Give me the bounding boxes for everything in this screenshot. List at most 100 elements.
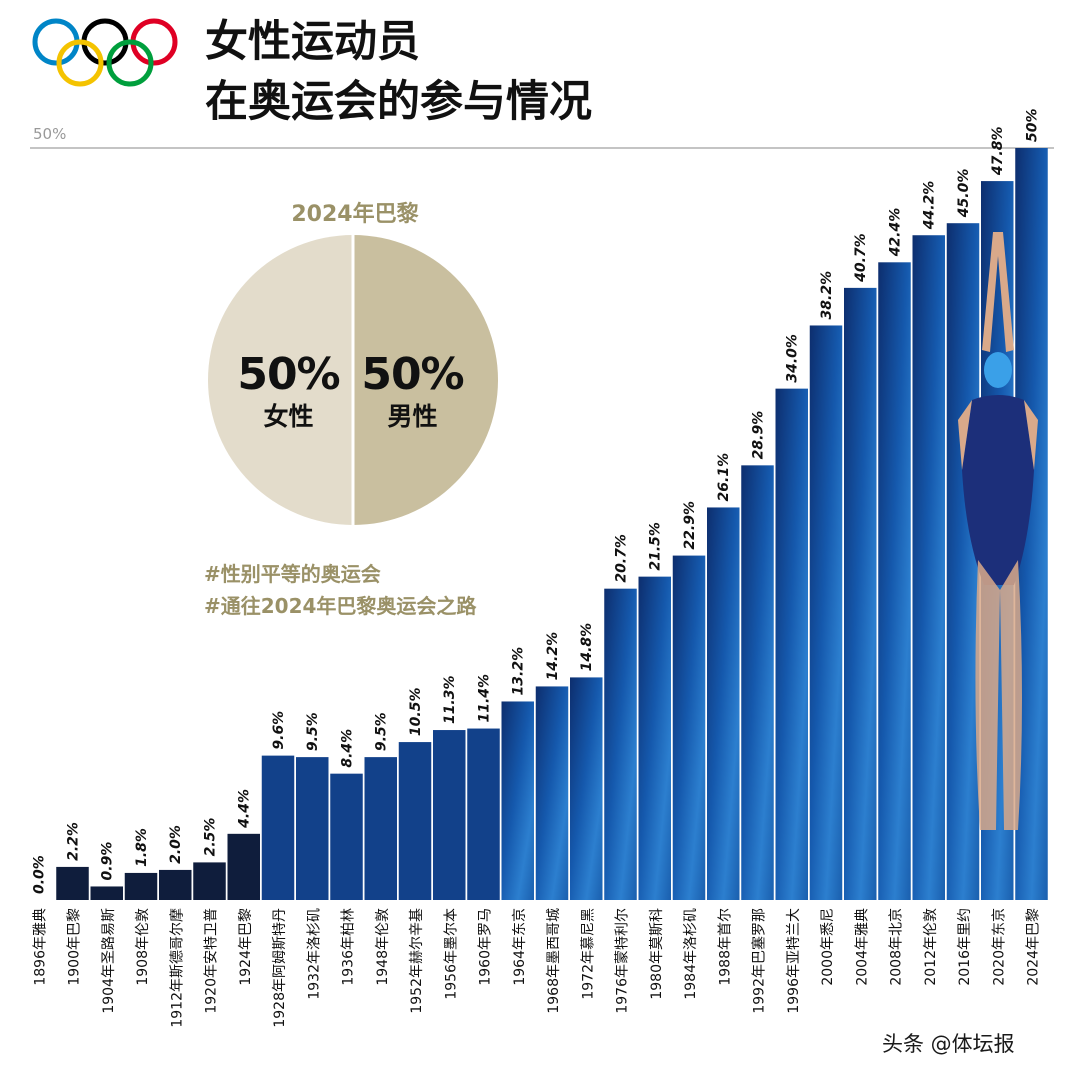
hashtag-road-to-paris[interactable]: #通往2024年巴黎奥运会之路 (204, 594, 477, 618)
value-label: 42.4% (888, 208, 904, 258)
value-label: 20.7% (614, 534, 630, 583)
category-label: 1900年巴黎 (67, 908, 83, 986)
category-label: 2012年伦敦 (923, 908, 939, 986)
category-label: 2008年北京 (889, 908, 905, 986)
bar-1952年赫尔辛基 (398, 742, 432, 900)
category-label: 1964年东京 (512, 908, 528, 986)
category-label: 2020年东京 (991, 908, 1007, 986)
green-ring (106, 39, 154, 87)
value-label: 11.4% (477, 674, 493, 723)
category-label: 2000年悉尼 (820, 908, 836, 986)
title-line-2: 在奥运会的参与情况 (205, 77, 592, 127)
category-label: 1984年洛杉矶 (683, 908, 699, 1000)
source-watermark: 头条 @体坛报 (878, 1028, 1019, 1058)
page-title: 女性运动员 在奥运会的参与情况 (205, 12, 592, 132)
value-label: 50% (1025, 108, 1041, 142)
category-label: 1920年安特卫普 (204, 908, 220, 1014)
pie-male-label: 50% 男性 (340, 350, 485, 434)
bar-1928年阿姆斯特丹 (261, 755, 295, 900)
yellow-ring (56, 39, 104, 87)
category-label: 1988年首尔 (717, 908, 733, 986)
bar-1996年亚特兰大 (775, 388, 808, 900)
value-label: 10.5% (408, 688, 424, 737)
bar-1924年巴黎 (227, 833, 260, 900)
bar-1988年首尔 (707, 507, 740, 900)
category-label: 1972年慕尼黑 (580, 908, 596, 1000)
bar-1948年伦敦 (364, 757, 397, 900)
value-label: 0.9% (100, 842, 116, 881)
hashtag-gender-equality[interactable]: #性别平等的奥运会 (204, 562, 381, 586)
category-label: 1952年赫尔辛基 (408, 908, 425, 1014)
bar-2012年伦敦 (912, 235, 945, 900)
bar-1904年圣路易斯 (90, 886, 123, 900)
bar-2016年里约 (946, 223, 980, 900)
pie-slice-female (208, 235, 353, 525)
value-label: 28.9% (751, 411, 767, 460)
category-label: 1908年伦敦 (135, 908, 151, 986)
value-label: 9.5% (305, 712, 321, 751)
bar-1932年洛杉矶 (296, 757, 329, 900)
female-percentage: 50% (237, 349, 340, 400)
pie-title: 2024年巴黎 (291, 202, 419, 227)
category-label: 1904年圣路易斯 (101, 908, 117, 1014)
value-label: 47.8% (990, 127, 1006, 177)
category-label: 1992年巴塞罗那 (751, 908, 768, 1014)
bar-1984年洛杉矶 (672, 555, 706, 900)
category-label: 1928年阿姆斯特丹 (272, 908, 288, 1028)
value-label: 22.9% (682, 501, 698, 550)
bar-1964年东京 (501, 701, 534, 900)
category-label: 1896年雅典 (32, 908, 48, 986)
bar-1912年斯德哥尔摩 (159, 869, 192, 900)
category-label: 1996年亚特兰大 (786, 908, 802, 1014)
hashtags: #性别平等的奥运会 #通往2024年巴黎奥运会之路 (204, 558, 476, 622)
value-label: 45.0% (956, 169, 972, 219)
category-label: 1948年伦敦 (375, 908, 391, 986)
male-label: 男性 (387, 402, 438, 431)
bar-2008年北京 (878, 262, 911, 901)
value-label: 21.5% (648, 522, 664, 571)
pie-female-label: 50% 女性 (216, 350, 361, 434)
category-label: 2004年雅典 (854, 908, 870, 986)
male-percentage: 50% (361, 349, 464, 400)
value-label: 14.2% (545, 632, 561, 681)
bar-1900年巴黎 (56, 866, 89, 900)
value-label: 2.2% (66, 822, 82, 861)
bar-1956年墨尔本 (433, 730, 466, 900)
bar-2004年雅典 (844, 287, 877, 900)
value-label: 26.1% (716, 453, 732, 502)
bar-1908年伦敦 (124, 872, 158, 900)
value-label: 2.5% (203, 818, 219, 857)
value-label: 0.0% (31, 855, 47, 894)
category-label: 2016年里约 (957, 908, 973, 986)
category-label: 2024年巴黎 (1026, 908, 1042, 986)
value-label: 1.8% (134, 828, 150, 867)
bar-1960年罗马 (467, 728, 500, 900)
category-label: 1924年巴黎 (238, 908, 254, 986)
bar-1976年蒙特利尔 (604, 588, 637, 900)
title-line-1: 女性运动员 (205, 17, 420, 67)
swimmer-image (958, 232, 1038, 830)
category-label: 1932年洛杉矶 (306, 908, 322, 1000)
olympic-rings-icon (32, 18, 178, 87)
category-label: 1912年斯德哥尔摩 (168, 908, 185, 1028)
bar-1980年莫斯科 (638, 576, 671, 900)
bar-2000年悉尼 (809, 325, 843, 900)
bar-1972年慕尼黑 (570, 677, 603, 900)
category-label: 1936年柏林 (341, 908, 357, 986)
category-label: 1976年蒙特利尔 (615, 908, 631, 1014)
value-label: 13.2% (511, 647, 527, 696)
category-label: 1956年墨尔本 (443, 908, 459, 1000)
value-label: 34.0% (785, 334, 801, 383)
female-label: 女性 (263, 402, 314, 431)
value-label: 44.2% (922, 181, 938, 231)
fifty-percent-reference-line (30, 147, 1054, 149)
value-label: 14.8% (579, 623, 595, 672)
gender-pie-chart (208, 235, 498, 525)
bar-1936年柏林 (330, 773, 363, 900)
value-label: 4.4% (237, 789, 253, 829)
value-label: 8.4% (340, 729, 356, 768)
value-label: 9.5% (374, 712, 390, 751)
value-label: 9.6% (271, 711, 287, 750)
value-label: 40.7% (853, 233, 869, 283)
